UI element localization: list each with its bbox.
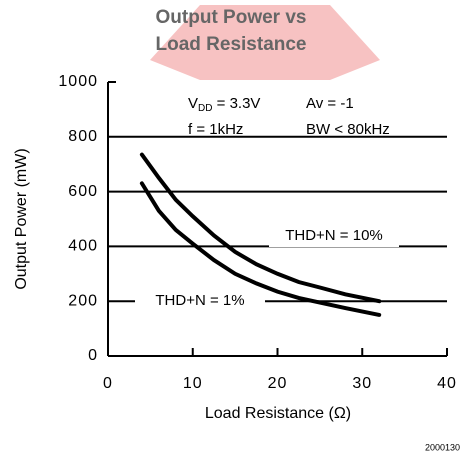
x-tick-label: 20 <box>268 375 288 392</box>
y-tick-label: 400 <box>68 238 98 255</box>
y-tick-label: 600 <box>68 183 98 200</box>
series-label: THD+N = 1% <box>155 292 244 309</box>
condition: VDD = 3.3V <box>188 95 260 114</box>
y-tick-label: 200 <box>68 292 98 309</box>
y-tick-label: 800 <box>68 128 98 145</box>
condition: f = 1kHz <box>188 121 243 138</box>
chart-title: Output Power vs <box>156 7 307 28</box>
label-background <box>269 225 399 247</box>
watermark <box>150 5 380 80</box>
x-tick-label: 30 <box>352 375 372 392</box>
condition: V <box>188 95 198 112</box>
x-tick-label: 10 <box>183 375 203 392</box>
series-label: THD+N = 10% <box>285 227 383 244</box>
y-tick-label: 0 <box>88 347 98 364</box>
x-axis-label: Load Resistance (Ω) <box>205 405 351 422</box>
x-tick-label: 40 <box>437 375 457 392</box>
chart-title: Load Resistance <box>156 34 307 55</box>
footnote: 2000130 <box>425 442 460 452</box>
condition: Av = -1 <box>306 95 354 112</box>
x-tick-label: 0 <box>103 375 113 392</box>
condition: BW < 80kHz <box>306 121 390 138</box>
condition: = 3.3V <box>212 95 260 112</box>
condition: DD <box>198 103 212 114</box>
y-tick-label: 1000 <box>58 73 98 90</box>
label-background <box>135 290 265 312</box>
line <box>139 152 382 304</box>
line <box>139 181 382 317</box>
y-axis-label: Output Power (mW) <box>13 148 30 289</box>
